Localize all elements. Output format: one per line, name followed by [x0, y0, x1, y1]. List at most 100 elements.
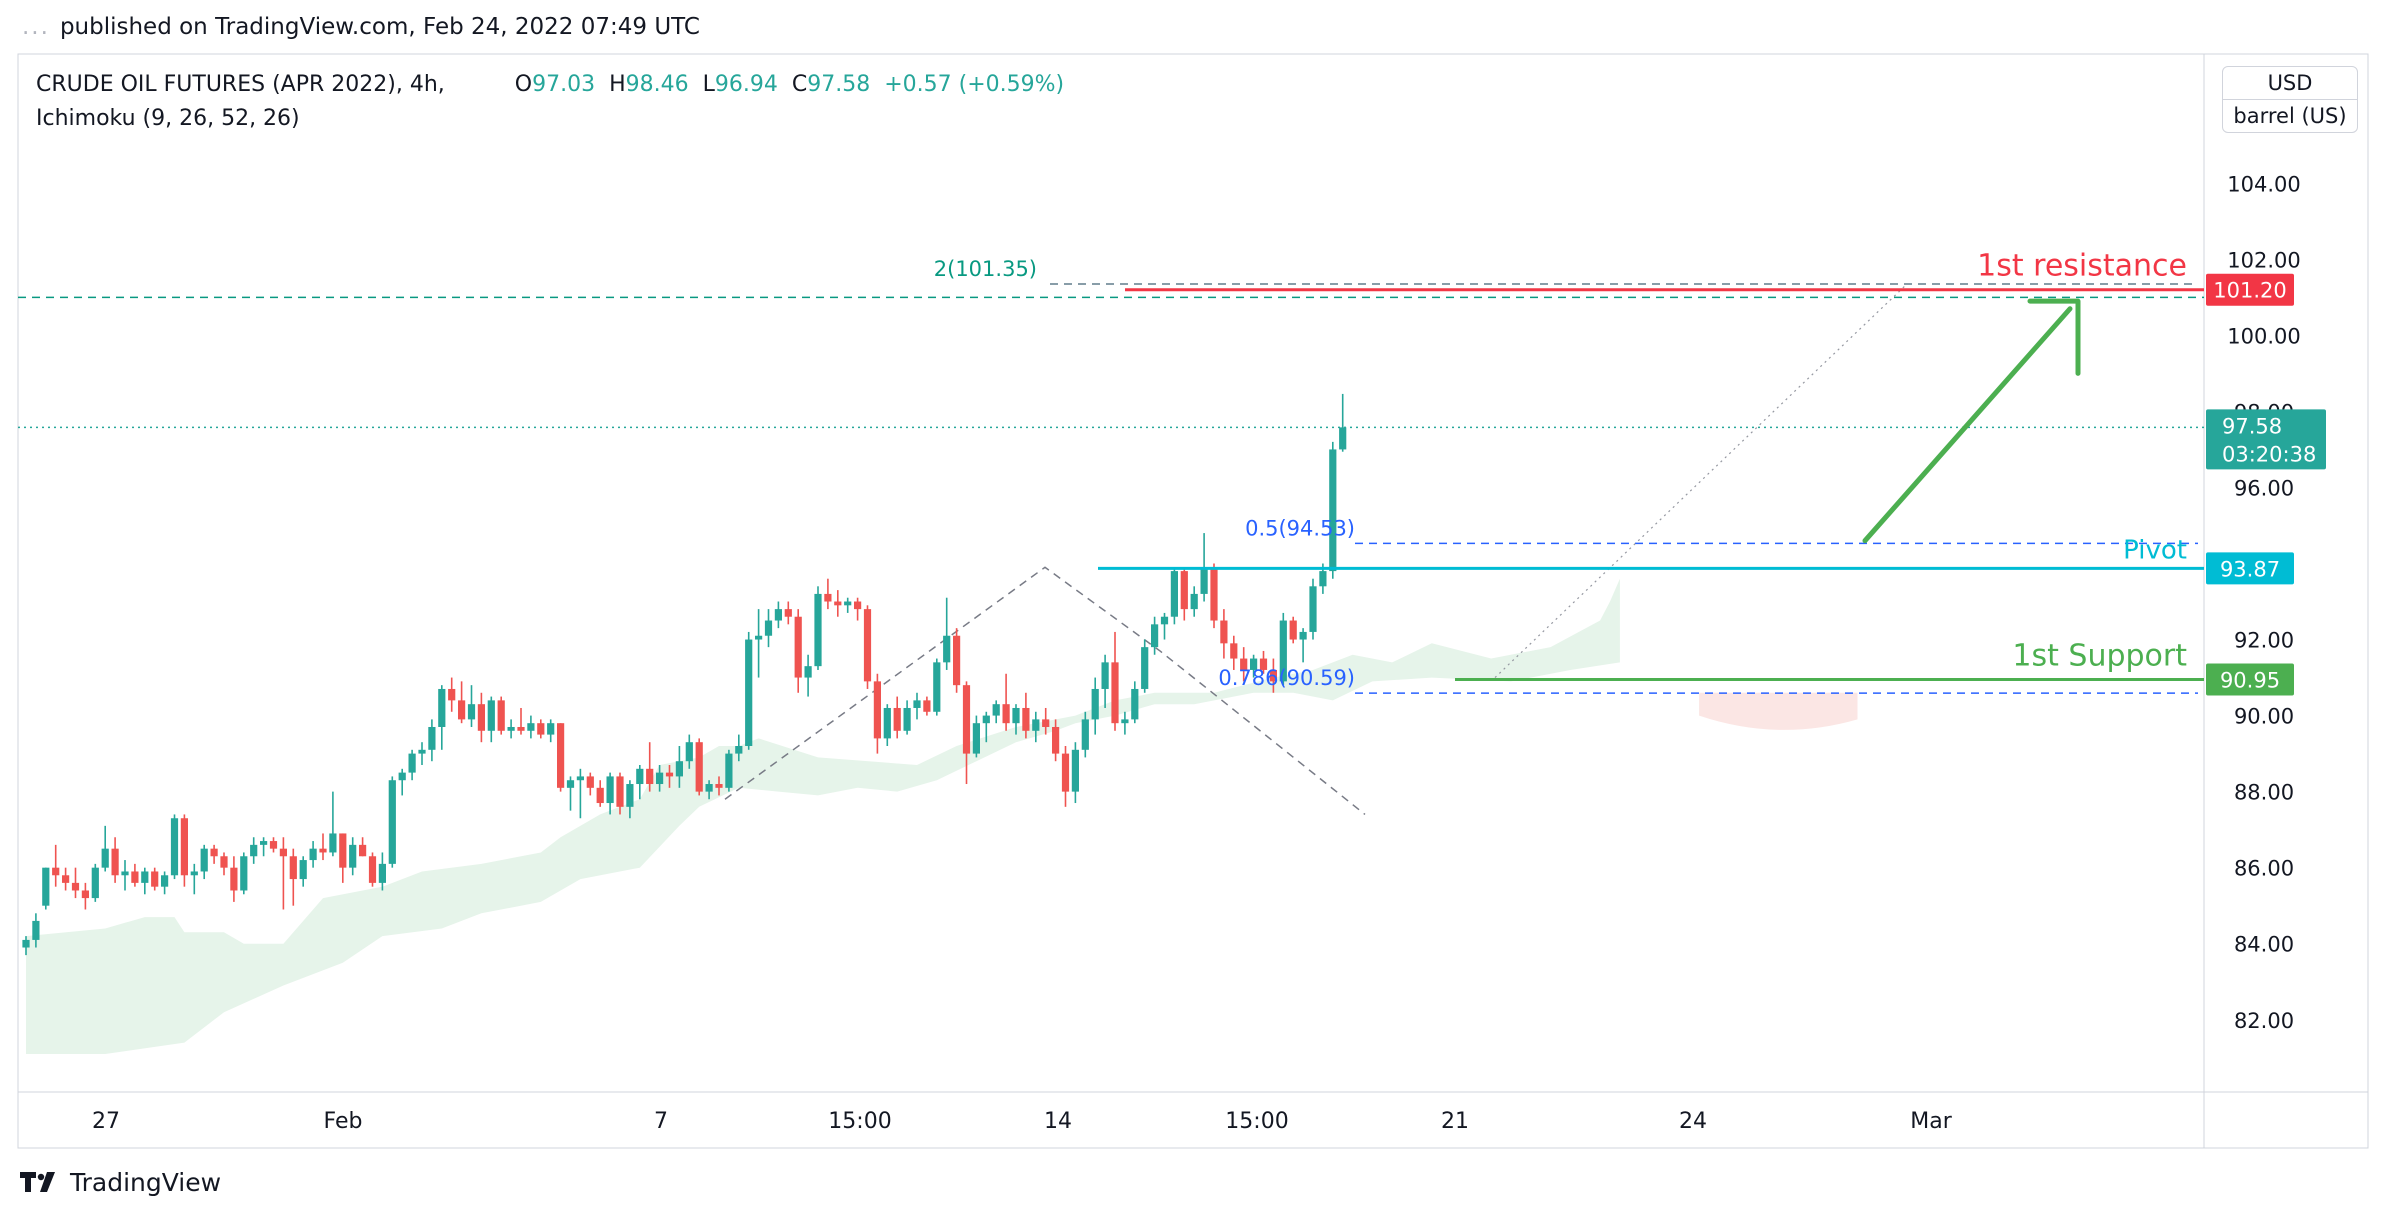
publish-info: ... published on TradingView.com, Feb 24,… [22, 14, 700, 40]
candle-body [161, 875, 169, 887]
candle-body [289, 856, 297, 880]
resistance-price-tag-bg [2206, 273, 2294, 306]
support-price-tag-bg [2206, 663, 2294, 696]
candle-body [1230, 643, 1238, 659]
candle-body [537, 723, 545, 735]
candle-body [834, 601, 842, 606]
candle-body [398, 772, 406, 781]
candle-body [230, 867, 238, 891]
candle-body [656, 772, 664, 785]
candle-body [933, 662, 941, 712]
tradingview-brand[interactable]: TradingView [20, 1168, 221, 1197]
candle-body [953, 635, 961, 686]
candle-body [517, 726, 525, 731]
symbol-title[interactable]: CRUDE OIL FUTURES (APR 2022), 4h, [36, 72, 445, 97]
candle-body [962, 685, 971, 754]
pivot-price-tag-bg [2206, 552, 2294, 585]
candle-body [240, 856, 248, 891]
candle-body [101, 848, 109, 868]
high-value: 98.46 [625, 72, 689, 97]
candle-body [1141, 647, 1149, 689]
candle-body [141, 871, 149, 883]
candle-body [368, 856, 377, 883]
candle-body [547, 723, 555, 735]
candle-body [695, 742, 703, 792]
candle-body [1210, 567, 1218, 621]
candle-body [260, 841, 268, 845]
candle-body [1042, 719, 1050, 727]
axes: 104.00102.00100.0098.0096.0092.0090.0088… [92, 172, 2326, 1134]
y-tick-label: 88.00 [2234, 781, 2294, 805]
candle-body [111, 848, 119, 876]
candle-body [81, 890, 89, 899]
pivot-label: Pivot [2123, 535, 2187, 565]
resistance-price-tag: 101.20 [2213, 279, 2286, 303]
candle-body [794, 616, 802, 678]
candle-body [863, 609, 872, 682]
candle-body [943, 635, 951, 663]
candle-body [418, 749, 426, 754]
candle-body [309, 848, 317, 861]
candle-body [269, 841, 278, 849]
candle-body [804, 666, 812, 678]
candle-body [1002, 704, 1010, 724]
candle-body [566, 780, 575, 788]
candle-body [250, 844, 258, 857]
candle-body [1329, 449, 1337, 572]
open-label: O [514, 72, 533, 97]
x-tick-label: 21 [1441, 1109, 1469, 1134]
candle-body [675, 761, 683, 777]
candle-body [1022, 707, 1030, 731]
candle-body [408, 753, 416, 773]
candle-body [705, 784, 713, 792]
publish-dots: ... [22, 14, 50, 40]
candle-body [715, 784, 723, 788]
candle-body [1190, 593, 1198, 610]
candle-body [1071, 749, 1079, 792]
fib-label: 0.786(90.59) [1218, 666, 1355, 690]
candle-body [378, 863, 386, 883]
candle-body [1091, 688, 1099, 720]
candle-body [507, 726, 515, 731]
ichimoku-cloud [26, 578, 1858, 1054]
chart-frame [17, 53, 2369, 1149]
currency-label[interactable]: USD [2267, 71, 2313, 95]
candle-body [1289, 620, 1297, 640]
candle-body [477, 704, 485, 731]
candle-body [685, 742, 693, 762]
candle-body [349, 844, 357, 868]
unit-label[interactable]: barrel (US) [2223, 99, 2357, 132]
y-tick-label: 92.00 [2234, 629, 2294, 653]
candle-body [646, 768, 654, 785]
indicator-title[interactable]: Ichimoku (9, 26, 52, 26) [36, 106, 300, 131]
unit-selector[interactable]: USD barrel (US) [2222, 66, 2358, 133]
x-tick-label: Feb [324, 1109, 363, 1134]
candle-body [121, 871, 129, 876]
y-tick-label: 82.00 [2234, 1009, 2294, 1033]
projection-line [1494, 285, 1906, 678]
fib-label: 0.5(94.53) [1245, 516, 1355, 540]
brand-name: TradingView [70, 1168, 222, 1197]
candle-body [52, 867, 60, 876]
candle-body [62, 875, 70, 883]
candle-body [764, 620, 773, 636]
candle-body [1081, 719, 1089, 750]
candle-body [1309, 586, 1317, 632]
candle-body [71, 882, 80, 891]
x-tick-label: 27 [92, 1109, 120, 1134]
fib-label: 2(101.35) [934, 257, 1037, 281]
candles [22, 393, 1347, 956]
support-price-tag: 90.95 [2220, 668, 2280, 692]
candle-body [388, 780, 396, 864]
x-tick-label: 14 [1044, 1109, 1072, 1134]
candle-body [458, 700, 466, 720]
open-value: 97.03 [532, 72, 596, 97]
candle-body [665, 772, 674, 777]
candle-body [1151, 624, 1159, 648]
candle-body [359, 844, 367, 857]
target-arrow-head [2027, 298, 2081, 376]
candle-body [339, 833, 347, 868]
chart-annotations: 1st resistance Pivot 1st Support 2(101.35) 0… [934, 249, 2204, 690]
candle-body [1299, 631, 1307, 640]
